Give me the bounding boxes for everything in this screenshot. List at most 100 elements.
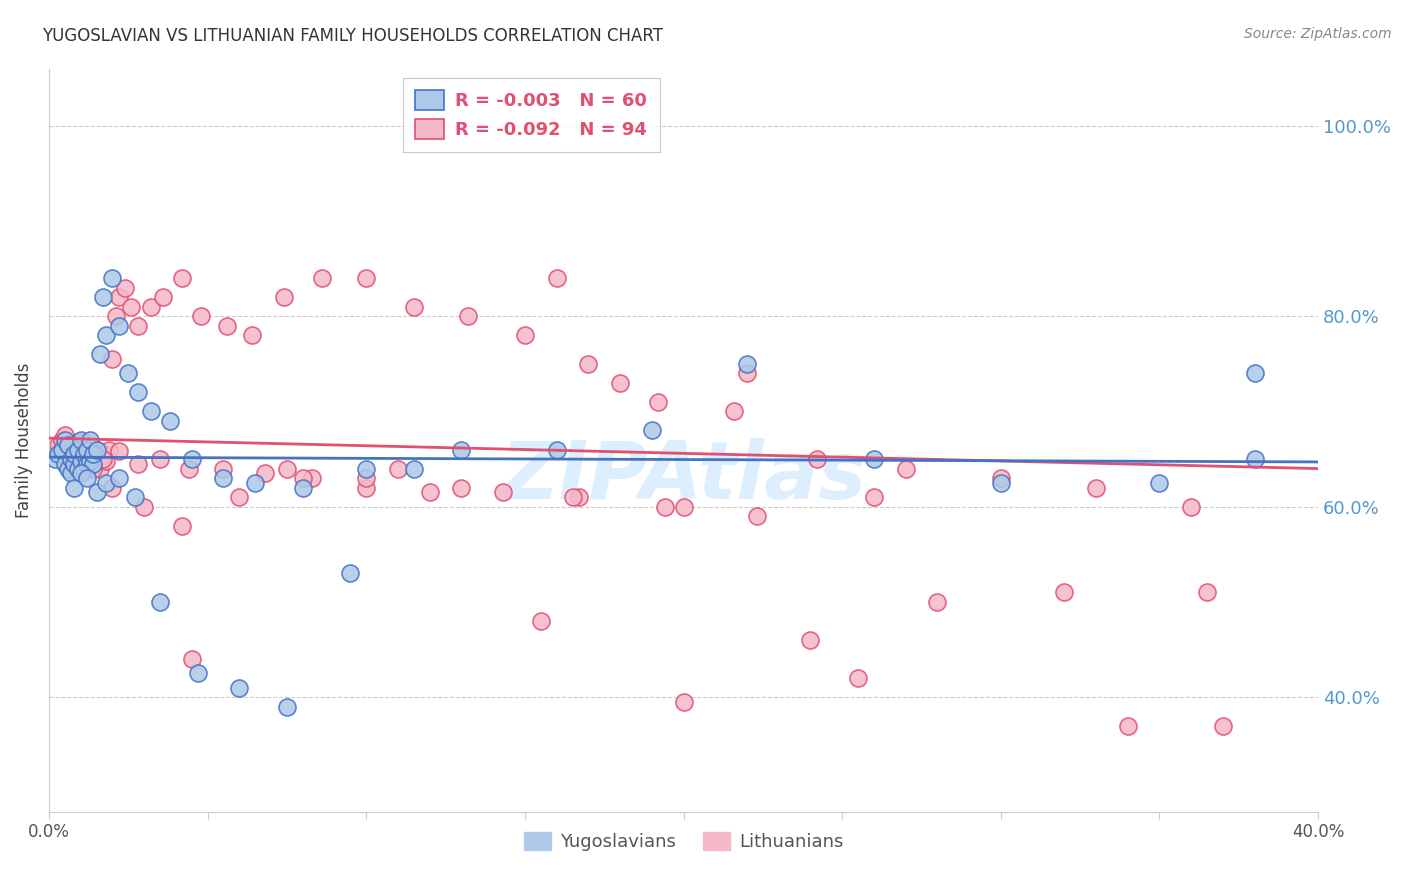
Point: [159, 414, 181, 428]
Point: [291, 471, 314, 485]
Point: [86, 485, 108, 500]
Point: [402, 461, 425, 475]
Point: [127, 318, 149, 333]
Point: [56, 438, 79, 452]
Point: [98, 442, 121, 457]
Point: [450, 442, 472, 457]
Point: [63, 457, 86, 471]
Point: [180, 652, 202, 666]
Point: [402, 300, 425, 314]
Point: [134, 500, 156, 514]
Point: [799, 633, 821, 648]
Point: [492, 485, 515, 500]
Point: [240, 328, 263, 343]
Point: [228, 490, 250, 504]
Point: [63, 442, 86, 457]
Point: [48, 447, 70, 461]
Y-axis label: Family Households: Family Households: [15, 362, 32, 517]
Point: [79, 433, 101, 447]
Point: [253, 467, 276, 481]
Point: [53, 457, 76, 471]
Point: [1116, 719, 1139, 733]
Point: [66, 442, 89, 457]
Point: [63, 454, 86, 468]
Point: [1053, 585, 1076, 599]
Point: [69, 457, 91, 471]
Point: [149, 452, 172, 467]
Text: YUGOSLAVIAN VS LITHUANIAN FAMILY HOUSEHOLDS CORRELATION CHART: YUGOSLAVIAN VS LITHUANIAN FAMILY HOUSEHO…: [42, 27, 664, 45]
Point: [1149, 475, 1171, 490]
Point: [127, 457, 149, 471]
Point: [806, 452, 828, 467]
Point: [190, 309, 212, 323]
Point: [101, 352, 124, 367]
Point: [1085, 481, 1108, 495]
Point: [927, 595, 949, 609]
Point: [177, 461, 200, 475]
Point: [51, 442, 73, 457]
Point: [114, 280, 136, 294]
Point: [1197, 585, 1219, 599]
Point: [107, 318, 129, 333]
Point: [647, 395, 669, 409]
Point: [561, 490, 583, 504]
Point: [51, 433, 73, 447]
Point: [53, 447, 76, 461]
Point: [1243, 452, 1265, 467]
Point: [91, 452, 114, 467]
Point: [69, 452, 91, 467]
Point: [76, 442, 98, 457]
Point: [79, 447, 101, 461]
Point: [894, 461, 917, 475]
Point: [69, 454, 91, 468]
Point: [149, 595, 172, 609]
Point: [56, 457, 79, 471]
Point: [990, 471, 1012, 485]
Point: [180, 452, 202, 467]
Point: [212, 471, 235, 485]
Point: [86, 442, 108, 457]
Point: [745, 509, 768, 524]
Point: [301, 471, 323, 485]
Point: [91, 290, 114, 304]
Point: [76, 457, 98, 471]
Point: [60, 438, 83, 452]
Point: [735, 357, 758, 371]
Point: [546, 271, 568, 285]
Point: [91, 447, 114, 461]
Point: [127, 385, 149, 400]
Point: [291, 481, 314, 495]
Point: [212, 461, 235, 475]
Point: [356, 481, 378, 495]
Point: [76, 471, 98, 485]
Point: [63, 438, 86, 452]
Point: [273, 290, 295, 304]
Point: [60, 452, 83, 467]
Point: [104, 309, 127, 323]
Point: [1243, 367, 1265, 381]
Point: [82, 447, 104, 461]
Point: [94, 454, 117, 468]
Point: [672, 695, 695, 709]
Point: [568, 490, 591, 504]
Point: [101, 481, 124, 495]
Point: [513, 328, 536, 343]
Point: [76, 442, 98, 457]
Point: [152, 290, 174, 304]
Point: [356, 461, 378, 475]
Point: [101, 271, 124, 285]
Point: [53, 433, 76, 447]
Point: [172, 271, 194, 285]
Point: [654, 500, 676, 514]
Point: [66, 461, 89, 475]
Point: [94, 328, 117, 343]
Point: [228, 681, 250, 695]
Point: [311, 271, 333, 285]
Point: [546, 442, 568, 457]
Point: [73, 463, 96, 477]
Point: [44, 452, 66, 467]
Point: [60, 452, 83, 467]
Point: [172, 518, 194, 533]
Point: [609, 376, 631, 390]
Point: [990, 475, 1012, 490]
